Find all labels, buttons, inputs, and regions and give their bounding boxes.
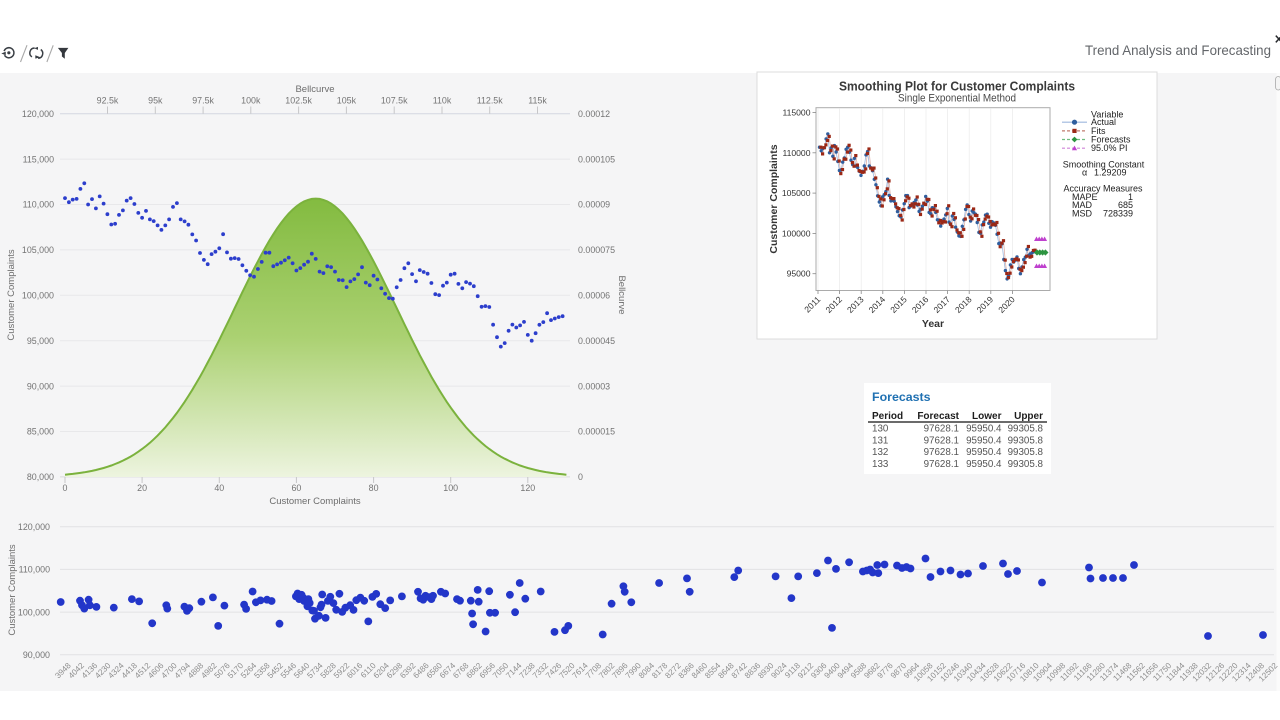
svg-text:110,000: 110,000 (19, 565, 50, 575)
svg-text:0.000015: 0.000015 (578, 427, 615, 437)
svg-text:80,000: 80,000 (27, 472, 54, 482)
svg-text:100,000: 100,000 (22, 291, 54, 301)
svg-text:120,000: 120,000 (18, 522, 50, 532)
svg-text:85,000: 85,000 (27, 427, 54, 437)
svg-text:97628.1: 97628.1 (924, 459, 959, 470)
svg-text:110000: 110000 (782, 148, 810, 158)
svg-text:95,000: 95,000 (27, 336, 54, 346)
svg-text:685: 685 (1118, 200, 1133, 210)
svg-text:99305.8: 99305.8 (1008, 424, 1044, 435)
svg-text:102.5k: 102.5k (285, 96, 312, 106)
svg-text:110,000: 110,000 (23, 200, 54, 210)
svg-text:Customer Complaints: Customer Complaints (6, 249, 17, 341)
svg-text:107.5k: 107.5k (381, 96, 408, 106)
svg-text:Customer Complaints: Customer Complaints (269, 496, 361, 507)
svg-text:Customer Complaints: Customer Complaints (768, 144, 780, 253)
svg-text:Fits: Fits (1091, 126, 1106, 136)
svg-text:Accuracy Measures: Accuracy Measures (1063, 184, 1143, 194)
svg-text:Single Exponential Method: Single Exponential Method (898, 93, 1016, 105)
svg-text:112.5k: 112.5k (477, 96, 504, 106)
svg-text:97628.1: 97628.1 (924, 424, 959, 435)
svg-text:115,000: 115,000 (23, 154, 54, 164)
svg-text:115000: 115000 (782, 108, 810, 118)
svg-text:0.000105: 0.000105 (578, 154, 615, 164)
svg-text:Smoothing Plot for Customer Co: Smoothing Plot for Customer Complaints (839, 79, 1075, 94)
svg-text:110k: 110k (433, 96, 452, 106)
svg-text:95950.4: 95950.4 (966, 447, 1002, 458)
svg-text:Period: Period (872, 411, 903, 422)
svg-text:728339: 728339 (1103, 209, 1133, 219)
svg-text:1.29209: 1.29209 (1094, 168, 1127, 178)
svg-text:1: 1 (1128, 192, 1133, 202)
svg-text:MSD: MSD (1072, 209, 1093, 219)
svg-text:Bellcurve: Bellcurve (295, 84, 334, 95)
svg-text:40: 40 (214, 483, 224, 493)
svg-text:105k: 105k (337, 96, 357, 106)
svg-text:Variable: Variable (1091, 110, 1123, 120)
svg-text:130: 130 (872, 424, 889, 435)
svg-text:97628.1: 97628.1 (924, 447, 959, 458)
svg-text:60: 60 (291, 483, 301, 493)
svg-text:Forecast: Forecast (917, 411, 959, 422)
svg-text:Smoothing Constant: Smoothing Constant (1063, 160, 1145, 170)
svg-text:Forecasts: Forecasts (872, 390, 931, 404)
svg-text:Year: Year (922, 318, 944, 330)
svg-text:120: 120 (520, 483, 535, 493)
svg-text:120,000: 120,000 (22, 109, 54, 119)
svg-text:0: 0 (578, 472, 583, 482)
svg-text:0.000045: 0.000045 (578, 336, 615, 346)
svg-text:105000: 105000 (782, 188, 811, 198)
svg-text:99305.8: 99305.8 (1008, 447, 1044, 458)
svg-text:132: 132 (872, 447, 888, 458)
svg-text:95.0% PI: 95.0% PI (1091, 143, 1128, 153)
svg-text:Actual: Actual (1091, 117, 1116, 127)
svg-text:Bellcurve: Bellcurve (616, 275, 627, 314)
svg-text:95000: 95000 (787, 269, 811, 279)
svg-text:0.000075: 0.000075 (578, 245, 615, 255)
svg-text:99305.8: 99305.8 (1008, 435, 1044, 446)
svg-text:105,000: 105,000 (22, 245, 54, 255)
svg-text:95950.4: 95950.4 (966, 424, 1002, 435)
svg-text:100,000: 100,000 (18, 607, 50, 617)
svg-text:100k: 100k (241, 96, 261, 106)
svg-text:100: 100 (443, 483, 458, 493)
svg-text:100000: 100000 (782, 228, 811, 238)
svg-text:20: 20 (137, 483, 147, 493)
svg-text:0.00006: 0.00006 (578, 291, 610, 301)
svg-text:97.5k: 97.5k (192, 96, 214, 106)
svg-text:MAPE: MAPE (1072, 192, 1098, 202)
svg-text:99305.8: 99305.8 (1008, 459, 1044, 470)
svg-text:90,000: 90,000 (27, 381, 54, 391)
svg-text:MAD: MAD (1072, 200, 1093, 210)
svg-text:0.00003: 0.00003 (578, 381, 610, 391)
svg-text:95k: 95k (148, 96, 163, 106)
svg-text:Lower: Lower (972, 411, 1002, 422)
svg-text:Upper: Upper (1014, 411, 1043, 422)
svg-text:92.5k: 92.5k (97, 96, 119, 106)
svg-text:0: 0 (63, 483, 68, 493)
svg-text:115k: 115k (528, 96, 547, 106)
svg-text:95950.4: 95950.4 (966, 435, 1002, 446)
svg-text:90,000: 90,000 (23, 650, 50, 660)
svg-text:133: 133 (872, 459, 889, 470)
svg-text:Trend Analysis and Forecasting: Trend Analysis and Forecasting (1085, 42, 1271, 58)
svg-text:131: 131 (872, 435, 888, 446)
svg-text:95950.4: 95950.4 (966, 459, 1002, 470)
svg-text:80: 80 (369, 483, 379, 493)
svg-text:Forecasts: Forecasts (1091, 135, 1131, 145)
svg-text:Customer Complaints: Customer Complaints (7, 544, 18, 636)
svg-text:0.00012: 0.00012 (578, 109, 610, 119)
svg-text:97628.1: 97628.1 (924, 435, 959, 446)
svg-text:α: α (1082, 168, 1087, 178)
svg-text:0.00009: 0.00009 (578, 200, 610, 210)
